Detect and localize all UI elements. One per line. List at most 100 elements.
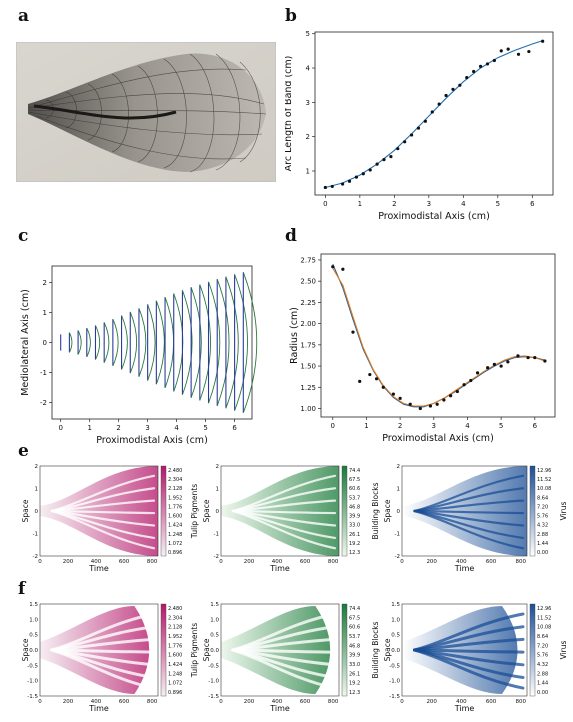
colorbar-tick-label: 2.88 <box>537 671 548 677</box>
plot-frame <box>51 265 253 420</box>
x-tick-label: 0 <box>219 699 223 705</box>
colorbar-tick-label: 7.20 <box>537 504 548 510</box>
colorbar-tick-label: 46.8 <box>349 504 360 510</box>
y-tick-label: 0 <box>397 509 401 515</box>
x-tick-label: 2 <box>116 424 120 432</box>
y-tick-label: -1 <box>214 532 219 538</box>
data-point <box>516 52 521 56</box>
x-tick-label: 3 <box>145 424 149 432</box>
colorbar-label: Virus <box>559 641 568 660</box>
data-point <box>506 47 510 51</box>
x-tick-label: 200 <box>426 559 437 565</box>
colorbar-tick-label: 0.896 <box>168 550 182 556</box>
x-tick-label: 200 <box>244 559 255 565</box>
colorbar-tick-label: 2.304 <box>168 477 182 483</box>
data-point <box>354 175 358 179</box>
y-axis-label: Space <box>203 499 211 522</box>
pattern-streak <box>50 509 156 550</box>
heatmap-e-building-blocks: 0 200 400 600 800 -2 -1 0 1 2 Time Space 74.4 67.5 60.… <box>203 464 380 573</box>
colorbar-tick-label: 12.3 <box>349 550 360 556</box>
pattern-streak <box>413 648 525 690</box>
colorbar-tick-label: 2.480 <box>168 606 182 612</box>
data-point <box>451 87 455 91</box>
data-point <box>442 398 446 402</box>
colorbar-tick-label: 1.248 <box>168 532 182 538</box>
y-tick-label: 1.0 <box>391 617 400 623</box>
y-tick-label: -1 <box>33 532 38 538</box>
colorbar-tick-label: 2.304 <box>168 615 182 621</box>
data-point <box>382 158 386 162</box>
y-tick-label: 0.0 <box>210 648 219 654</box>
plot-frame <box>39 465 159 557</box>
data-point <box>499 49 503 53</box>
colorbar-tick-label: 1.44 <box>537 541 548 547</box>
chart-b: 0 1 2 3 4 5 6 1 2 3 4 5 Proximodistal Axis (cm) Arc L… <box>285 30 554 222</box>
data-point <box>455 389 459 394</box>
colorbar-tick-label: 1.248 <box>168 671 182 677</box>
x-tick-label: 0 <box>400 559 404 565</box>
x-tick-label: 400 <box>91 559 102 565</box>
y-axis-label: Space <box>384 638 392 661</box>
x-tick-label: 400 <box>456 699 467 705</box>
y-tick-label: 2 <box>35 464 39 470</box>
x-tick-label: 2 <box>398 422 402 430</box>
data-point <box>543 359 547 363</box>
y-axis-label: Space <box>22 499 30 522</box>
y-tick-label: 0.0 <box>29 648 38 654</box>
arc-curve <box>208 281 221 404</box>
x-tick-label: 1 <box>364 422 368 430</box>
data-point <box>323 185 327 190</box>
colorbar-tick-label: 12.3 <box>349 690 360 696</box>
colorbar-tick-label: 53.7 <box>349 634 360 640</box>
data-point <box>469 378 473 383</box>
arc-curve <box>121 315 128 370</box>
arc-curve <box>242 272 258 413</box>
y-tick-label: -1.0 <box>27 679 38 685</box>
data-point <box>391 392 395 396</box>
colorbar-tick-label: 5.76 <box>537 653 548 659</box>
x-tick-label: 0 <box>400 699 404 705</box>
data-point <box>330 184 334 189</box>
x-tick-label: 6 <box>232 424 237 432</box>
panel-label-c: c <box>18 226 29 246</box>
y-tick-label: 2.25 <box>300 299 316 307</box>
data-point <box>533 355 537 360</box>
y-tick-label: 0.5 <box>210 633 219 639</box>
colorbar-tick-label: 12.96 <box>537 606 551 612</box>
x-axis-label: Proximodistal Axis (cm) <box>382 433 494 444</box>
y-tick-label: 2.75 <box>300 256 316 264</box>
y-tick-label: 1.0 <box>29 617 38 623</box>
fit-curve-line <box>332 268 546 407</box>
colorbar-tick-label: 7.20 <box>537 643 548 649</box>
y-tick-label: -2 <box>33 554 38 560</box>
data-point <box>475 371 480 375</box>
x-tick-label: 1 <box>87 424 91 432</box>
x-tick-label: 800 <box>328 559 339 565</box>
arc-curve <box>155 300 165 385</box>
data-point <box>341 267 345 271</box>
data-point <box>428 404 433 408</box>
colorbar-tick-label: 0.00 <box>537 550 548 556</box>
y-tick-label: 0.5 <box>391 633 400 639</box>
x-tick-label: 6 <box>530 200 535 208</box>
y-tick-label: 2 <box>397 464 401 470</box>
y-axis-label: Space <box>22 638 30 661</box>
x-tick-label: 800 <box>516 559 527 565</box>
plot-frame <box>320 253 556 418</box>
x-tick-label: 5 <box>496 200 500 208</box>
colorbar-tick-label: 11.52 <box>537 477 551 483</box>
chart-d: 0 1 2 3 4 5 6 1.00 1.25 1.50 1.75 2.00 2.25 2.50 2.75 P… <box>289 253 556 444</box>
x-tick-label: 0 <box>58 424 62 432</box>
colorbar-label: Building Blocks <box>371 482 380 539</box>
x-tick-label: 600 <box>486 559 497 565</box>
y-tick-label: 2.00 <box>300 320 316 328</box>
panel-label-e: e <box>18 441 29 461</box>
colorbar-tick-label: 1.072 <box>168 681 182 687</box>
x-axis-label: Time <box>88 704 109 713</box>
colorbar <box>529 465 536 557</box>
data-point <box>472 69 476 74</box>
x-tick-label: 0 <box>38 699 42 705</box>
data-point <box>458 83 462 87</box>
colorbar-tick-label: 4.32 <box>537 523 548 529</box>
y-tick-label: 1.5 <box>29 602 38 608</box>
